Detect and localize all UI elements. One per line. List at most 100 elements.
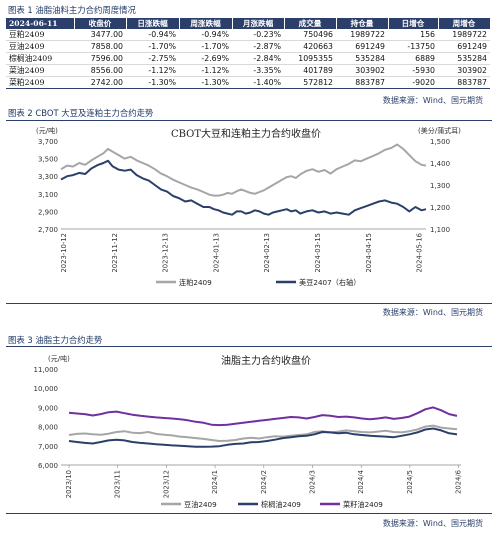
- table-cell: 1095355: [284, 52, 336, 65]
- fig2-bottom-rule: [6, 303, 492, 304]
- chart2-left-tick-label: 2,700: [38, 226, 58, 234]
- chart2-title: CBOT大豆和连粕主力合约收盘价: [171, 127, 321, 140]
- table-cell: 535284: [438, 52, 490, 65]
- table-cell: 156: [388, 29, 438, 41]
- legend-label-palm-oil: 棕榈油2409: [261, 500, 301, 509]
- table-cell: 303902: [336, 64, 388, 77]
- table-row: 菜油2409 8556.00 -1.12% -1.12% -3.35% 4017…: [6, 64, 490, 77]
- series-line-soymeal: [60, 143, 427, 197]
- chart2-left-tick-label: 3,500: [38, 156, 58, 164]
- table-cell: 572812: [284, 76, 336, 89]
- table-cell: 691249: [336, 40, 388, 53]
- table-cell: -13750: [388, 40, 438, 53]
- chart2-x-tick-label: 2024-01-13: [212, 233, 220, 273]
- chart2-x-tick-label: 2024-02-13: [263, 233, 271, 273]
- fig1-source: 数据来源：Wind、国元期货: [382, 96, 483, 105]
- table-cell: -1.12%: [126, 64, 179, 77]
- table-cell: -1.40%: [232, 76, 284, 89]
- chart3-y-tick-label: 10,000: [34, 385, 59, 393]
- table-cell: 401789: [284, 64, 336, 77]
- table-cell: 883787: [438, 76, 490, 89]
- chart2-right-tick-label: 1,400: [430, 160, 450, 168]
- chart3-x-tick-label: 2024/2: [260, 470, 268, 494]
- table-cell: -0.94%: [179, 29, 232, 41]
- table-cell: 691249: [438, 40, 490, 53]
- chart2-left-tick-label: 2,900: [38, 208, 58, 216]
- table-cell: 棕榈油2409: [6, 52, 74, 65]
- series-line-rapeseed-oil: [68, 406, 458, 427]
- table-cell: 7596.00: [74, 52, 126, 65]
- fig3-top-rule: [6, 346, 492, 347]
- table-cell: 8556.00: [74, 64, 126, 77]
- chart2-left-tick-label: 3,100: [38, 191, 58, 199]
- table-cell: -1.70%: [179, 40, 232, 53]
- table-cell: -0.23%: [232, 29, 284, 41]
- table-cell: 535284: [336, 52, 388, 65]
- fig1-title: 图表 1 油脂油料主力合约周度情况: [8, 5, 136, 15]
- col-header-week-change: 周涨跌幅: [179, 18, 233, 29]
- table-row: 豆粕2409 3477.00 -0.94% -0.94% -0.23% 7504…: [6, 29, 490, 41]
- table-cell: 750496: [284, 29, 336, 41]
- legend-label-cbot-soybean: 美豆2407（右轴）: [299, 278, 360, 287]
- table-cell: 3477.00: [74, 29, 126, 41]
- chart2-x-tick-label: 2024-04-15: [365, 233, 373, 273]
- chart3-x-tick-label: 2024/3: [309, 470, 317, 494]
- table-cell: 2742.00: [74, 76, 126, 89]
- chart2-right-unit: (美分/蒲式耳): [418, 126, 461, 135]
- chart3-title: 油脂主力合约收盘价: [221, 354, 311, 367]
- chart2-left-unit: (元/吨): [36, 126, 58, 135]
- table-cell: -2.84%: [232, 52, 284, 65]
- table-cell: -1.12%: [179, 64, 232, 77]
- fig2-top-rule: [6, 120, 492, 121]
- series-line-cbot-soybean: [60, 159, 427, 216]
- chart3-y-tick-label: 7,000: [38, 443, 58, 451]
- chart3-x-tick-label: 2024/5: [406, 470, 414, 494]
- chart2-right-tick-label: 1,300: [430, 182, 450, 190]
- chart3-x-tick-label: 2023/12: [162, 470, 170, 498]
- table-row: 豆油2409 7858.00 -1.70% -1.70% -2.87% 4206…: [6, 40, 490, 53]
- fig2-source: 数据来源：Wind、国元期货: [382, 308, 483, 317]
- table-cell: 420663: [284, 40, 336, 53]
- table-cell: 883787: [336, 76, 388, 89]
- table-row: 菜粕2409 2742.00 -1.30% -1.30% -1.40% 5728…: [6, 76, 490, 89]
- chart3-x-tick-label: 2024/4: [357, 470, 365, 494]
- table-cell: -3.35%: [232, 64, 284, 77]
- col-header-open-interest: 持仓量: [336, 18, 389, 29]
- chart2-right-tick-label: 1,200: [430, 204, 450, 212]
- col-header-day-oi-change: 日增仓: [388, 18, 439, 29]
- performance-table: 2024-06-11 收盘价 日涨跌幅 周涨跌幅 月涨跌幅 成交量 持仓量 日增…: [6, 18, 491, 89]
- col-header-week-oi-change: 周增仓: [438, 18, 491, 29]
- table-cell: -2.75%: [126, 52, 179, 65]
- chart3-y-tick-label: 11,000: [34, 366, 59, 374]
- col-header-month-change: 月涨跌幅: [232, 18, 285, 29]
- fig3-title: 图表 3 油脂主力合约走势: [8, 335, 103, 345]
- chart3-y-tick-label: 6,000: [38, 462, 58, 470]
- table-cell: -1.70%: [126, 40, 179, 53]
- oils-chart: 油脂主力合约收盘价 (元/吨) 6,000 7,000 8,000 9,000 10,0…: [34, 354, 463, 509]
- chart3-y-tick-label: 9,000: [38, 404, 58, 412]
- table-cell: 6889: [388, 52, 438, 65]
- table-cell: 菜粕2409: [6, 76, 74, 89]
- chart3-y-tick-label: 8,000: [38, 424, 58, 432]
- fig3-bottom-rule: [6, 513, 492, 514]
- table-cell: -9020: [388, 76, 438, 89]
- chart3-legend: 豆油2409 棕榈油2409 菜籽油2409: [161, 500, 383, 509]
- series-line-soyoil: [68, 424, 458, 442]
- table-cell: -5930: [388, 64, 438, 77]
- table-cell: -1.30%: [126, 76, 179, 89]
- col-header-volume: 成交量: [284, 18, 337, 29]
- chart3-x-tick-label: 2023/10: [65, 470, 73, 498]
- series-line-palm-oil: [68, 427, 458, 448]
- table-cell: 7858.00: [74, 40, 126, 53]
- cbot-soymeal-chart: CBOT大豆和连粕主力合约收盘价 (元/吨) (美分/蒲式耳) 2,700 2,9…: [36, 126, 461, 287]
- table-cell: 菜油2409: [6, 64, 74, 77]
- table-header-row: 2024-06-11 收盘价 日涨跌幅 周涨跌幅 月涨跌幅 成交量 持仓量 日增…: [6, 18, 491, 29]
- chart2-x-tick-label: 2024-05-16: [416, 233, 424, 273]
- chart2-left-tick-label: 3,300: [38, 173, 58, 181]
- chart2-legend: 连粕2409 美豆2407（右轴）: [156, 278, 360, 287]
- chart2-x-tick-label: 2023-11-12: [111, 233, 119, 273]
- table-cell: 1989722: [438, 29, 490, 41]
- chart3-x-tick-label: 2024/1: [211, 470, 219, 494]
- chart3-x-tick-label: 2024/6: [455, 470, 463, 494]
- chart2-x-tick-label: 2024-03-15: [314, 233, 322, 273]
